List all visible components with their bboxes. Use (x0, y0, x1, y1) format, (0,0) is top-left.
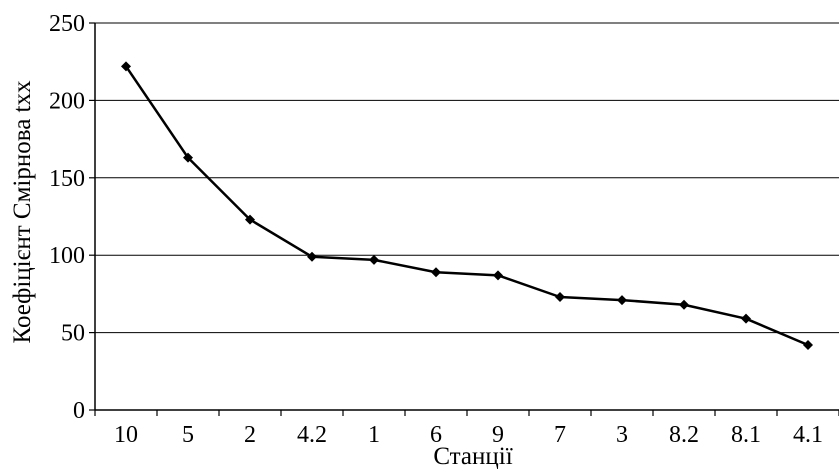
data-point-10 (121, 61, 131, 72)
data-point-4.1 (803, 339, 813, 350)
x-tick-label-4.2: 4.2 (297, 422, 327, 448)
data-point-1 (369, 254, 379, 265)
x-tick-label-5: 5 (182, 422, 194, 448)
y-tick-label-200: 200 (49, 88, 85, 114)
data-series (121, 61, 813, 350)
x-tick-label-10: 10 (114, 422, 138, 448)
x-tick-label-4.1: 4.1 (793, 422, 823, 448)
data-point-8.1 (741, 313, 751, 324)
y-tick-label-100: 100 (49, 243, 85, 269)
axes (94, 23, 839, 411)
series-line (124, 65, 809, 347)
x-tick-label-2: 2 (244, 422, 256, 448)
x-tick-label-7: 7 (554, 422, 566, 448)
y-tick-label-150: 150 (49, 166, 85, 192)
y-tick-label-50: 50 (61, 321, 85, 347)
x-tick-label-6: 6 (430, 422, 442, 448)
y-axis-label: Коефіцієнт Смірнова txx (9, 80, 36, 343)
data-point-5 (183, 152, 193, 163)
gridlines (89, 22, 839, 411)
y-tick-label-250: 250 (49, 11, 85, 37)
x-axis-label: Станції (433, 443, 512, 470)
y-tick-label-0: 0 (73, 398, 85, 424)
x-tick-label-1: 1 (368, 422, 380, 448)
data-point-6 (431, 267, 441, 278)
data-point-9 (493, 270, 503, 281)
data-point-3 (617, 295, 627, 306)
x-tick-label-8.2: 8.2 (669, 422, 699, 448)
x-tick-labels: 10 5 2 4.2 1 6 9 7 3 8.2 8.1 4.1 (94, 410, 839, 448)
data-point-8.2 (679, 299, 689, 310)
x-tick-label-9: 9 (492, 422, 504, 448)
data-point-7 (555, 291, 565, 302)
y-tick-labels: 0 50 100 150 200 250 (49, 11, 85, 424)
x-tick-label-3: 3 (616, 422, 628, 448)
data-point-2 (245, 214, 255, 225)
data-point-4.2 (307, 251, 317, 262)
x-tick-label-8.1: 8.1 (731, 422, 761, 448)
